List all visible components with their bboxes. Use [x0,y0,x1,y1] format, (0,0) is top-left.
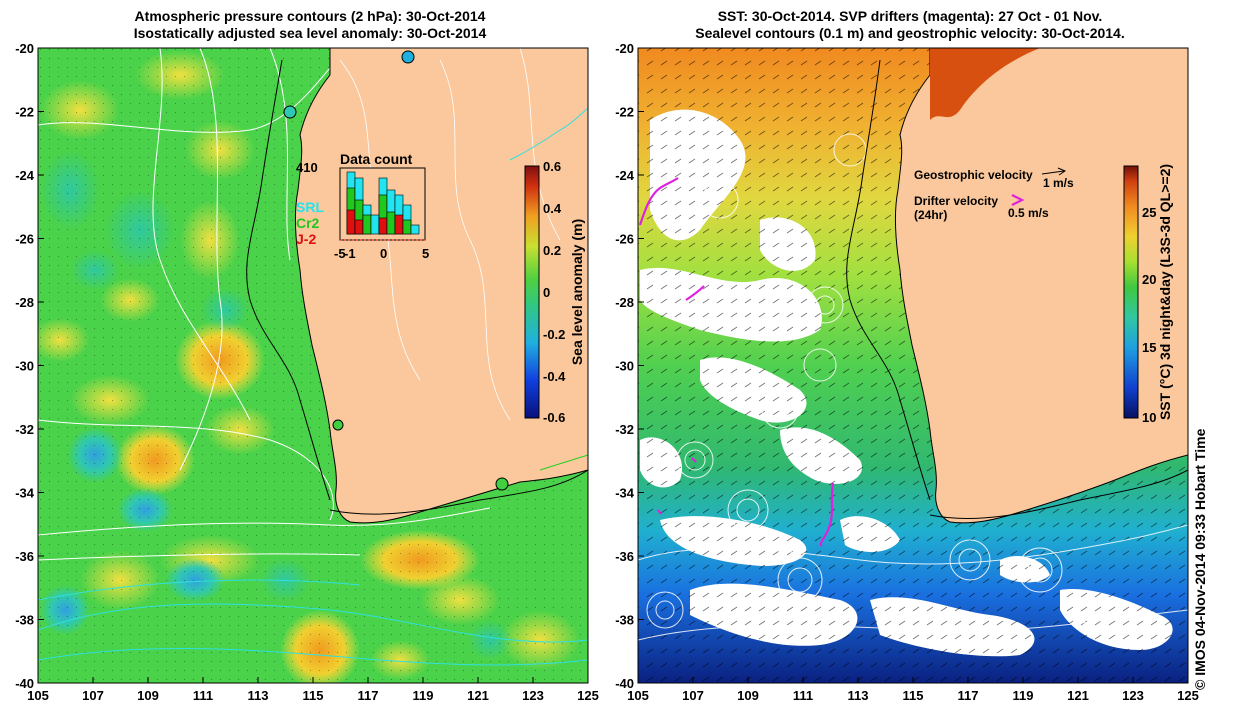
left-xtick-label: 119 [413,688,434,703]
right-xtick-label: 123 [1122,688,1144,703]
left-xtick-label: 115 [303,688,324,703]
warm-coastal-water [930,48,1040,120]
right-ytick-label: -28 [615,295,634,310]
inset-xtick-2: -1 [344,246,356,261]
right-xtick-label: 119 [1013,688,1034,703]
left-ytick-label: -20 [15,41,34,56]
left-xtick-label: 109 [137,688,159,703]
right-ytick-label: -34 [615,486,635,501]
right-xtick-label: 121 [1067,688,1089,703]
sla-colorbar-tick-3: 0.2 [543,243,561,258]
drifter-velocity-label: Drifter velocity [914,194,998,208]
right-xtick-label: 113 [848,688,869,703]
inset-xtick-4: 5 [422,246,429,261]
imos-credit: © IMOS 04-Nov-2014 09:33 Hobart Time [1192,428,1208,690]
sla-colorbar-tick-5: -0.2 [543,327,565,342]
left-panel-title: Atmospheric pressure contours (2 hPa): 3… [60,8,560,42]
sealevel-contours [638,133,1188,641]
inset-title: Data count [340,151,413,167]
right-xtick-label: 107 [682,688,704,703]
right-xtick-label: 125 [1177,688,1199,703]
left-xtick-label: 117 [358,688,379,703]
left-title-line2: Isostatically adjusted sea level anomaly… [133,25,487,41]
left-xtick-label: 121 [467,688,489,703]
inset-legend-cr2: Cr2 [296,215,320,231]
right-xtick-label: 111 [793,688,813,703]
svp-drifter-tracks [638,177,835,547]
sst-colorbar: 25 20 15 10 SST (°C) 3d night&day (L3S-3… [1123,164,1173,425]
geo-velocity-scale: 1 m/s [1043,176,1074,190]
right-xtick-label: 115 [903,688,924,703]
axes: 105 107 109 111 113 115 117 119 121 123 125-20-22-… [15,41,1199,703]
sla-colorbar-tick-6: -0.4 [543,369,566,384]
right-xtick-label: 109 [737,688,759,703]
inset-max-count: 410 [296,160,318,175]
sst-legend: Geostrophic velocity 1 m/s Drifter veloc… [914,167,1074,222]
left-ytick-label: -30 [15,359,34,374]
pressure-contours [38,48,491,561]
inset-xtick-1: -5 [334,246,346,261]
sla-colorbar: 0.6 0.4 0.2 0 -0.2 -0.4 -0.6 Sea level a… [524,159,585,425]
right-ytick-label: -36 [615,549,634,564]
sla-colorbar-label: Sea level anomaly (m) [569,219,585,365]
inset-legend-srl: SRL [296,199,324,215]
right-panel-title: SST: 30-Oct-2014. SVP drifters (magenta)… [650,8,1170,42]
left-xtick-label: 105 [27,688,49,703]
left-sla-map: 410 Data count [38,48,588,683]
drifter-velocity-scale: 0.5 m/s [1008,206,1049,220]
right-title-line2: Sealevel contours (0.1 m) and geostrophi… [695,25,1125,41]
left-xtick-label: 111 [193,688,213,703]
left-ytick-label: -32 [15,422,34,437]
left-ytick-label: -36 [15,549,34,564]
left-xtick-label: 123 [522,688,544,703]
right-title-line1: SST: 30-Oct-2014. SVP drifters (magenta)… [717,8,1103,24]
tide-gauge-markers [283,50,509,491]
geo-velocity-label: Geostrophic velocity [914,168,1033,182]
inset-xtick-3: 0 [380,246,387,261]
right-ytick-label: -24 [615,168,635,183]
sla-colorbar-tick-1: 0.6 [543,159,561,174]
drifter-velocity-sub: (24hr) [914,208,947,222]
left-ytick-label: -38 [15,613,34,628]
right-ytick-label: -40 [615,676,634,691]
left-ytick-label: -24 [15,168,35,183]
sst-colorbar-label: SST (°C) 3d night&day (L3S-3d QL>=2) [1157,164,1173,420]
left-xtick-label: 125 [577,688,599,703]
left-australia-landmass [294,48,588,524]
right-ytick-label: -38 [615,613,634,628]
sla-inset-histogram: 410 Data count [296,151,429,261]
inset-legend-j2: J-2 [296,231,316,247]
left-ytick-label: -28 [15,295,34,310]
right-ytick-label: -26 [615,232,634,247]
sst-colorbar-tick-2: 20 [1142,272,1156,287]
right-xtick-label: 105 [627,688,649,703]
left-ytick-label: -40 [15,676,34,691]
left-xtick-label: 107 [82,688,104,703]
right-ytick-label: -32 [615,422,634,437]
sst-colorbar-tick-1: 25 [1142,205,1156,220]
left-title-line1: Atmospheric pressure contours (2 hPa): 3… [134,8,486,24]
left-xtick-label: 113 [248,688,269,703]
sst-colorbar-tick-4: 10 [1142,410,1156,425]
sla-colorbar-tick-4: 0 [543,285,550,300]
right-ytick-label: -22 [615,105,634,120]
sla-colorbar-tick-2: 0.4 [543,201,562,216]
right-australia-landmass [894,48,1188,524]
left-ytick-label: -26 [15,232,34,247]
sla-colorbar-tick-7: -0.6 [543,410,565,425]
right-ytick-label: -30 [615,359,634,374]
right-sst-map: Geostrophic velocity 1 m/s Drifter veloc… [638,48,1188,683]
left-ytick-label: -22 [15,105,34,120]
right-ytick-label: -20 [615,41,634,56]
right-xtick-label: 117 [958,688,979,703]
sst-colorbar-tick-3: 15 [1142,340,1156,355]
left-ytick-label: -34 [15,486,35,501]
